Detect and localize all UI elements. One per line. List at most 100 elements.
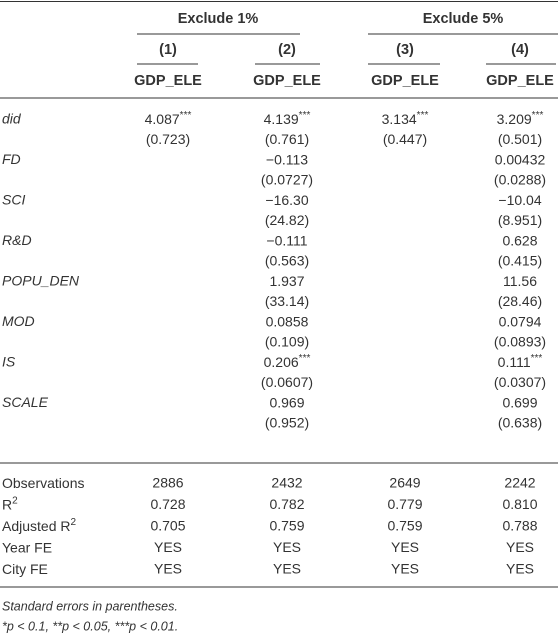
coefficient-value: 3.209	[497, 111, 532, 127]
stat-label-superscript: 2	[70, 517, 76, 528]
significance-stars: ***	[531, 353, 543, 364]
variable-name: R&D	[2, 232, 32, 248]
coefficient-value: 0.111	[498, 354, 531, 370]
stat-value: 0.705	[150, 518, 185, 534]
coefficient: 4.139***	[264, 110, 311, 127]
standard-error: (28.46)	[498, 293, 542, 309]
stat-value: 0.728	[150, 496, 185, 512]
coefficient-value: 1.937	[269, 273, 304, 289]
variable-name: SCALE	[2, 394, 49, 410]
coefficient: 0.628	[502, 232, 537, 248]
variable-name: MOD	[2, 313, 35, 329]
stat-label: City FE	[2, 561, 48, 577]
variable-name: did	[2, 111, 22, 127]
coefficient-value: 0.628	[502, 232, 537, 248]
coefficient: 0.206***	[264, 353, 311, 370]
coefficient: 11.56	[503, 273, 537, 289]
stat-label-text: R	[2, 496, 12, 512]
note: *p < 0.1, **p < 0.05, ***p < 0.01.	[2, 619, 178, 633]
stat-value: 2432	[271, 475, 302, 491]
standard-error: (0.0307)	[494, 374, 546, 390]
stat-value: YES	[391, 539, 419, 555]
dependent-variable: GDP_ELE	[371, 73, 439, 89]
coefficient-value: 0.699	[502, 394, 537, 410]
variable-name: FD	[2, 151, 21, 167]
stat-value: YES	[154, 539, 182, 555]
coefficient-value: 0.0858	[266, 313, 309, 329]
stat-value: 2242	[504, 475, 535, 491]
stat-value: YES	[273, 539, 301, 555]
standard-error: (8.951)	[498, 212, 542, 228]
standard-error: (0.0607)	[261, 374, 313, 390]
coefficient-value: −10.04	[498, 192, 541, 208]
significance-stars: ***	[180, 110, 192, 121]
coefficient: 0.969	[269, 394, 304, 410]
standard-error: (0.0893)	[494, 333, 546, 349]
coefficient-value: −0.111	[266, 232, 307, 248]
stat-value: YES	[273, 561, 301, 577]
coefficient: 0.111***	[498, 353, 543, 370]
coefficient-value: −0.113	[266, 151, 308, 167]
column-number: (1)	[159, 42, 177, 58]
standard-error: (0.723)	[146, 131, 190, 147]
stat-value: 0.759	[269, 518, 304, 534]
note: Standard errors in parentheses.	[2, 599, 178, 613]
significance-stars: ***	[417, 110, 429, 121]
standard-error: (0.638)	[498, 414, 542, 430]
coefficient: 3.134***	[382, 110, 429, 127]
stat-value: YES	[391, 561, 419, 577]
variable-name: SCI	[2, 192, 25, 208]
variable-name: POPU_DEN	[2, 273, 80, 289]
coefficient: 0.699	[502, 394, 537, 410]
column-number: (2)	[278, 42, 296, 58]
stat-value: 2649	[389, 475, 420, 491]
coefficient: −10.04	[498, 192, 541, 208]
stat-label: Observations	[2, 475, 84, 491]
stat-value: YES	[154, 561, 182, 577]
stat-label-text: Observations	[2, 475, 84, 491]
coefficient-value: 4.139	[264, 111, 299, 127]
stat-value: 0.779	[387, 496, 422, 512]
significance-stars: ***	[299, 110, 311, 121]
stat-label: Adjusted R2	[2, 517, 76, 534]
coefficient: −0.113	[266, 151, 308, 167]
standard-error: (0.0288)	[494, 171, 546, 187]
coefficient-value: 11.56	[503, 273, 537, 289]
standard-error: (33.14)	[265, 293, 309, 309]
stat-label: Year FE	[2, 539, 52, 555]
group-header: Exclude 1%	[178, 11, 259, 27]
coefficient: −0.111	[266, 232, 307, 248]
stat-label-superscript: 2	[12, 495, 18, 506]
coefficient: 3.209***	[497, 110, 544, 127]
coefficient-value: 0.969	[269, 394, 304, 410]
stat-value: 0.782	[269, 496, 304, 512]
stat-label-text: Year FE	[2, 539, 52, 555]
coefficient: 0.0794	[499, 313, 542, 329]
stat-value: 0.759	[387, 518, 422, 534]
standard-error: (0.0727)	[261, 171, 313, 187]
coefficient-value: 4.087	[145, 111, 180, 127]
variable-name: IS	[2, 354, 16, 370]
coefficient-value: 0.00432	[495, 151, 546, 167]
standard-error: (0.109)	[265, 333, 309, 349]
stat-value: 0.788	[502, 518, 537, 534]
column-number: (3)	[396, 42, 414, 58]
stat-value: YES	[506, 539, 534, 555]
standard-error: (24.82)	[265, 212, 309, 228]
standard-error: (0.952)	[265, 414, 309, 430]
stat-label: R2	[2, 495, 18, 512]
coefficient: 4.087***	[145, 110, 192, 127]
coefficient: −16.30	[265, 192, 308, 208]
coefficient-value: −16.30	[265, 192, 308, 208]
column-number: (4)	[511, 42, 529, 58]
standard-error: (0.447)	[383, 131, 427, 147]
stat-label-text: City FE	[2, 561, 48, 577]
coefficient: 0.00432	[495, 151, 546, 167]
dependent-variable: GDP_ELE	[253, 73, 321, 89]
stat-label-text: Adjusted R	[2, 518, 70, 534]
coefficient-value: 0.0794	[499, 313, 542, 329]
standard-error: (0.501)	[498, 131, 542, 147]
standard-error: (0.415)	[498, 252, 542, 268]
